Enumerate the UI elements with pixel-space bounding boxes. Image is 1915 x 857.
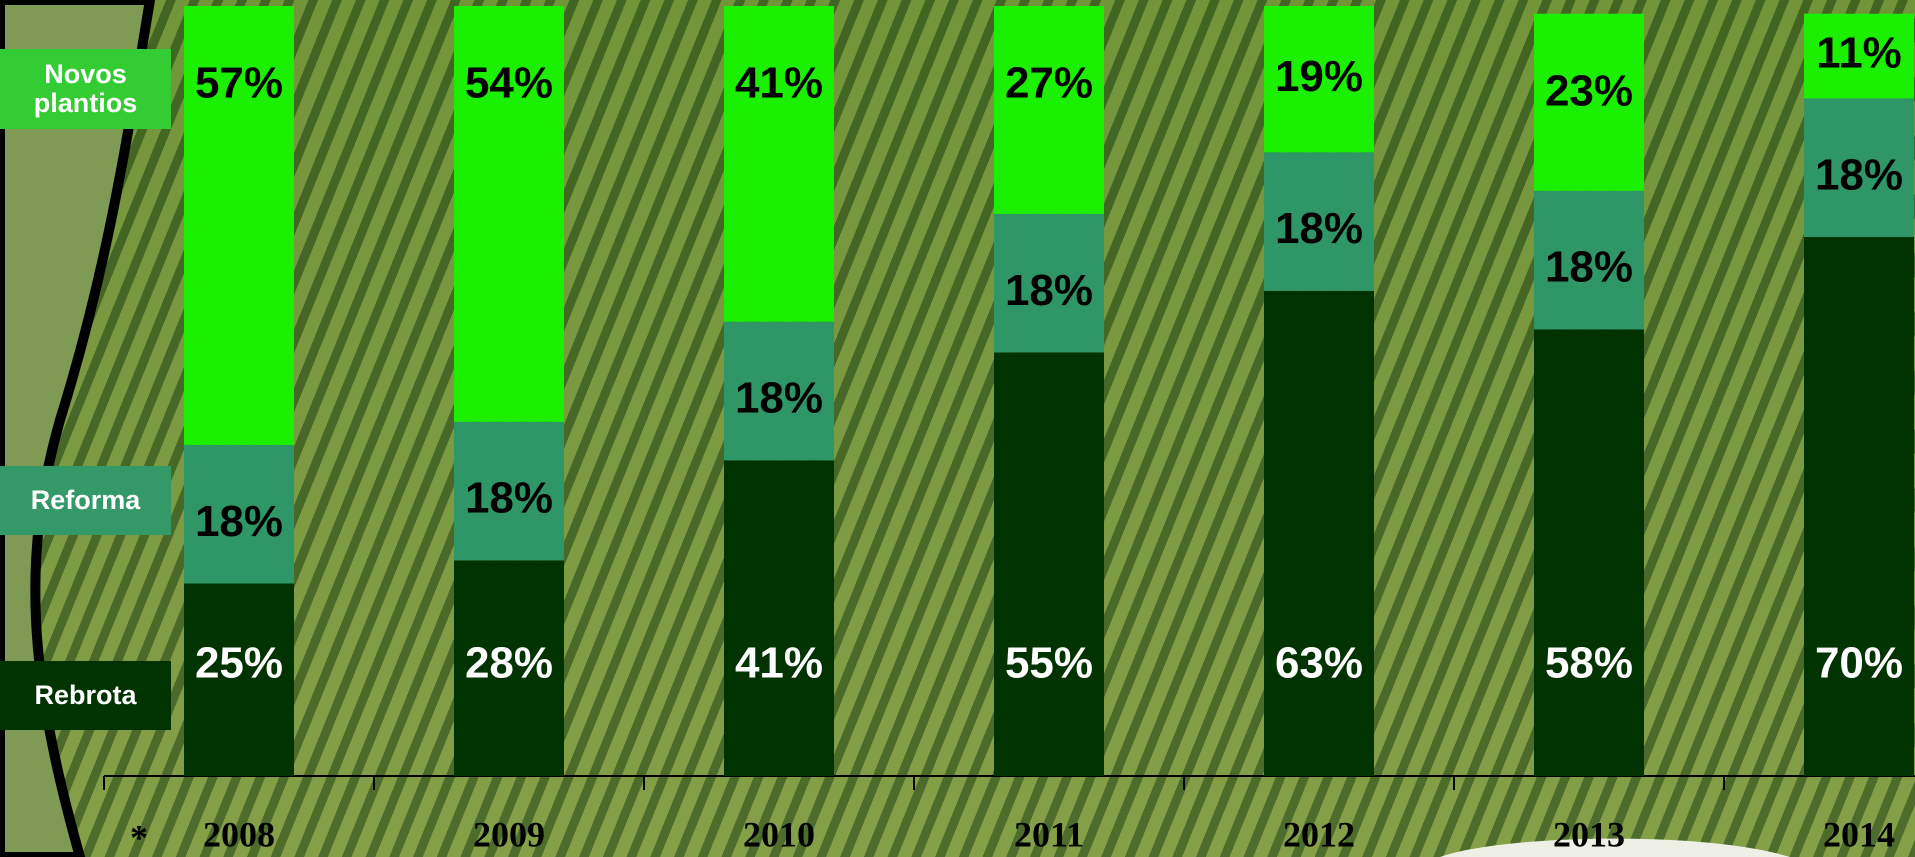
legend-item: Reforma bbox=[0, 466, 171, 535]
data-label: 19% bbox=[1275, 52, 1363, 101]
data-label: 58% bbox=[1545, 639, 1633, 688]
bar-segment bbox=[1534, 190, 1644, 330]
legend-item: Rebrota bbox=[0, 661, 171, 730]
bar-segment bbox=[994, 352, 1104, 776]
data-label: 11% bbox=[1816, 29, 1902, 78]
bar-segment bbox=[1264, 6, 1374, 153]
bar-segment bbox=[1264, 152, 1374, 291]
data-label: 57% bbox=[195, 59, 283, 108]
bar-segment bbox=[724, 321, 834, 461]
bar-segment bbox=[454, 421, 564, 561]
bar-segment bbox=[1804, 237, 1914, 776]
bar-segment bbox=[454, 560, 564, 776]
data-label: 18% bbox=[465, 474, 553, 523]
data-label: 23% bbox=[1545, 66, 1633, 115]
bar-segment bbox=[724, 460, 834, 776]
x-tick-label: 2012 bbox=[1283, 814, 1355, 854]
data-label: 27% bbox=[1005, 59, 1093, 108]
data-label: 70% bbox=[1815, 639, 1903, 688]
data-label: 41% bbox=[735, 59, 823, 108]
data-label: 18% bbox=[1815, 150, 1903, 199]
bar-segment bbox=[184, 444, 294, 584]
data-label: 18% bbox=[1005, 266, 1093, 315]
bar-segment bbox=[1534, 13, 1644, 191]
data-label: 25% bbox=[195, 639, 283, 688]
bar-segment bbox=[994, 213, 1104, 353]
bar-segment bbox=[1804, 13, 1914, 99]
bar-segment bbox=[184, 6, 294, 445]
legend-item: Novos plantios bbox=[0, 49, 171, 129]
x-tick-label: 2009 bbox=[473, 814, 545, 854]
data-label: 54% bbox=[465, 59, 553, 108]
bar-segment bbox=[454, 6, 564, 422]
data-label: 63% bbox=[1275, 639, 1363, 688]
x-tick-label: 2014 bbox=[1823, 814, 1895, 854]
decor-shape bbox=[1440, 838, 1790, 857]
data-label: 18% bbox=[1545, 243, 1633, 292]
data-label: 18% bbox=[195, 497, 283, 546]
x-tick-label: 2008 bbox=[203, 814, 275, 854]
x-tick-label: 2013 bbox=[1553, 814, 1625, 854]
bar-segment bbox=[184, 583, 294, 776]
data-label: 18% bbox=[1275, 204, 1363, 253]
x-tick-label: 2010 bbox=[743, 814, 815, 854]
data-label: 18% bbox=[735, 374, 823, 423]
bar-segment bbox=[724, 6, 834, 322]
note: * bbox=[130, 817, 148, 857]
bar-segment bbox=[994, 6, 1104, 214]
data-label: 55% bbox=[1005, 639, 1093, 688]
bar-segment bbox=[1264, 290, 1374, 776]
plot: 2008 2009 2010 2011 2012 2013 2014 25% 18% 57% 28%… bbox=[103, 6, 1915, 854]
data-label: 28% bbox=[465, 639, 553, 688]
bar-segment bbox=[1534, 329, 1644, 776]
bar-segment bbox=[1804, 98, 1914, 238]
x-tick-label: 2011 bbox=[1014, 814, 1084, 854]
data-label: 41% bbox=[735, 639, 823, 688]
